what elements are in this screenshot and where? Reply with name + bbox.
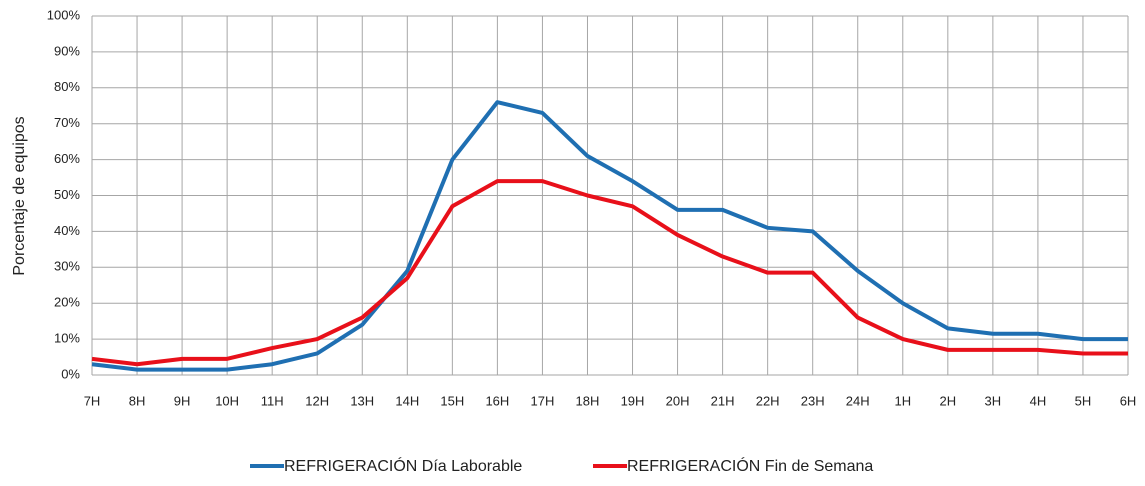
x-tick-label: 14H	[395, 393, 419, 408]
x-tick-label: 13H	[350, 393, 374, 408]
y-tick-label: 80%	[54, 79, 80, 94]
x-tick-label: 18H	[576, 393, 600, 408]
legend-label: REFRIGERACIÓN Día Laborable	[284, 456, 522, 475]
x-tick-label: 6H	[1120, 393, 1137, 408]
y-tick-label: 90%	[54, 43, 80, 58]
y-tick-label: 30%	[54, 259, 80, 274]
x-tick-label: 11H	[261, 393, 284, 408]
x-tick-label: 23H	[801, 393, 825, 408]
y-tick-label: 20%	[54, 295, 80, 310]
x-tick-label: 16H	[485, 393, 509, 408]
line-series	[91, 179, 1128, 367]
x-tick-label: 2H	[940, 393, 957, 408]
line-series	[91, 100, 1128, 372]
x-tick-label: 1H	[894, 393, 911, 408]
y-tick-label: 10%	[54, 331, 80, 346]
x-tick-label: 3H	[985, 393, 1002, 408]
x-tick-label: 20H	[666, 393, 690, 408]
x-tick-label: 19H	[621, 393, 645, 408]
y-tick-label: 100%	[47, 7, 81, 22]
x-tick-label: 8H	[129, 393, 146, 408]
x-tick-label: 24H	[846, 393, 870, 408]
y-tick-label: 40%	[54, 223, 80, 238]
x-tick-label: 12H	[305, 393, 329, 408]
x-tick-label: 5H	[1075, 393, 1092, 408]
y-tick-label: 70%	[54, 115, 80, 130]
y-tick-label: 50%	[54, 187, 80, 202]
y-axis-label: Porcentaje de equipos	[11, 116, 28, 275]
x-tick-label: 22H	[756, 393, 780, 408]
x-tick-label: 4H	[1030, 393, 1047, 408]
x-tick-label: 9H	[174, 393, 191, 408]
legend-label: REFRIGERACIÓN Fin de Semana	[627, 456, 873, 475]
x-tick-label: 21H	[711, 393, 735, 408]
y-tick-label: 60%	[54, 151, 80, 166]
x-tick-label: 7H	[84, 393, 101, 408]
y-tick-label: 0%	[61, 366, 80, 381]
x-tick-label: 10H	[215, 393, 239, 408]
x-tick-label: 15H	[440, 393, 464, 408]
x-tick-label: 17H	[531, 393, 555, 408]
